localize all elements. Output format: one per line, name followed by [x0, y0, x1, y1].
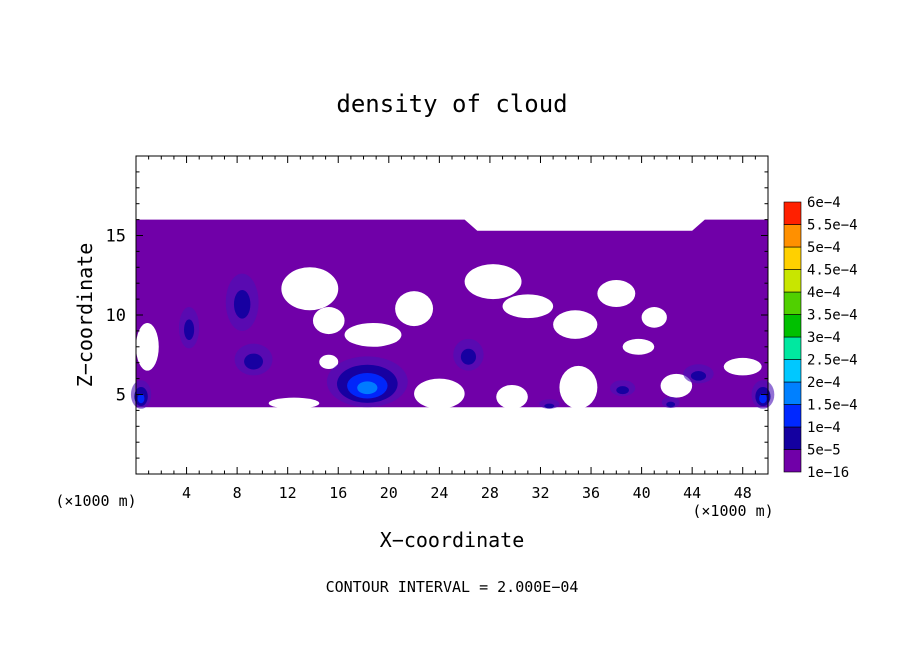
- y-tick-label-10: 10: [106, 306, 126, 326]
- clear-gap-13: [496, 384, 528, 409]
- clear-gap-5: [464, 264, 522, 300]
- colorbar-cell-2: [783, 426, 802, 450]
- colorbar-cell-5: [783, 359, 802, 383]
- colorbar-label-8: 3.5e−4: [807, 308, 858, 324]
- colorbar-cell-10: [783, 246, 802, 270]
- colorbar-label-3: 1e−4: [807, 420, 841, 436]
- density-feature-11: [661, 396, 680, 409]
- x-tick-label-20: 20: [380, 484, 398, 502]
- colorbar-label-5: 2e−4: [807, 375, 841, 391]
- x-tick-label-8: 8: [233, 484, 242, 502]
- density-feature-4: [178, 307, 200, 349]
- y-tick-label-15: 15: [106, 227, 126, 247]
- clear-gap-16: [268, 397, 320, 409]
- clear-gap-17: [723, 357, 762, 376]
- clear-gap-6: [502, 294, 554, 319]
- colorbar-label-13: 6e−4: [807, 195, 841, 211]
- density-feature-5: [225, 273, 259, 331]
- density-feature-7: [453, 338, 484, 371]
- clear-gap-4: [395, 291, 434, 327]
- clear-gap-7: [553, 310, 598, 339]
- colorbar-cell-6: [783, 336, 802, 360]
- x-axis-label: X−coordinate: [380, 528, 525, 552]
- x-tick-label-44: 44: [683, 484, 701, 502]
- colorbar-cell-11: [783, 224, 802, 248]
- clear-gap-14: [559, 365, 598, 409]
- clear-gap-3: [344, 322, 402, 347]
- clear-gap-10: [136, 322, 159, 371]
- colorbar-cell-3: [783, 404, 802, 428]
- clear-gap-18: [622, 338, 655, 355]
- clear-gap-1: [281, 267, 339, 311]
- x-tick-label-32: 32: [531, 484, 549, 502]
- x-tick-label-36: 36: [582, 484, 600, 502]
- clear-gap-11: [319, 354, 339, 370]
- density-feature-6: [234, 343, 273, 376]
- clear-gap-15: [660, 373, 693, 398]
- plot-area: [130, 219, 775, 409]
- colorbar-label-1: 1e−16: [807, 465, 849, 481]
- colorbar-cell-8: [783, 291, 802, 315]
- colorbar-cell-4: [783, 381, 802, 405]
- colorbar-label-7: 3e−4: [807, 330, 841, 346]
- x-unit-label-left: (×1000 m): [55, 492, 136, 510]
- x-tick-label-12: 12: [279, 484, 297, 502]
- cloud-region: [136, 219, 768, 408]
- colorbar-label-11: 5e−4: [807, 240, 841, 256]
- y-axis-label: Z−coordinate: [73, 243, 97, 388]
- contour-interval-note: CONTOUR INTERVAL = 2.000E−04: [326, 578, 579, 596]
- colorbar-label-6: 2.5e−4: [807, 353, 858, 369]
- x-tick-label-40: 40: [633, 484, 651, 502]
- colorbar-label-10: 4.5e−4: [807, 263, 858, 279]
- colorbar-label-9: 4e−4: [807, 285, 841, 301]
- colorbar-cell-12: [783, 201, 802, 225]
- colorbar-cell-7: [783, 314, 802, 338]
- x-tick-label-24: 24: [430, 484, 448, 502]
- colorbar: 1e−16 5e−5 1e−4 1.5e−4 2e−4 2.5e−4 3e−4 3.5e−4 4…: [783, 195, 858, 481]
- clear-gap-2: [312, 307, 345, 335]
- chart-title: density of cloud: [336, 90, 567, 118]
- colorbar-cell-9: [783, 269, 802, 293]
- colorbar-cell-1: [783, 449, 802, 473]
- y-tick-label-5: 5: [116, 386, 126, 406]
- clear-gap-12: [414, 378, 465, 409]
- colorbar-label-2: 5e−5: [807, 443, 841, 459]
- colorbar-label-12: 5.5e−4: [807, 218, 858, 234]
- density-feature-1: [326, 356, 408, 408]
- density-feature-8: [539, 399, 560, 409]
- density-feature-9: [683, 364, 714, 384]
- x-tick-label-4: 4: [182, 484, 191, 502]
- x-tick-label-28: 28: [481, 484, 499, 502]
- colorbar-label-4: 1.5e−4: [807, 398, 858, 414]
- clear-gap-8: [597, 280, 636, 308]
- x-tick-label-16: 16: [329, 484, 347, 502]
- density-feature-10: [610, 380, 636, 397]
- density-feature-3: [751, 380, 775, 409]
- clear-gap-9: [641, 307, 667, 328]
- x-unit-label-right: (×1000 m): [692, 502, 773, 520]
- x-tick-label-48: 48: [734, 484, 752, 502]
